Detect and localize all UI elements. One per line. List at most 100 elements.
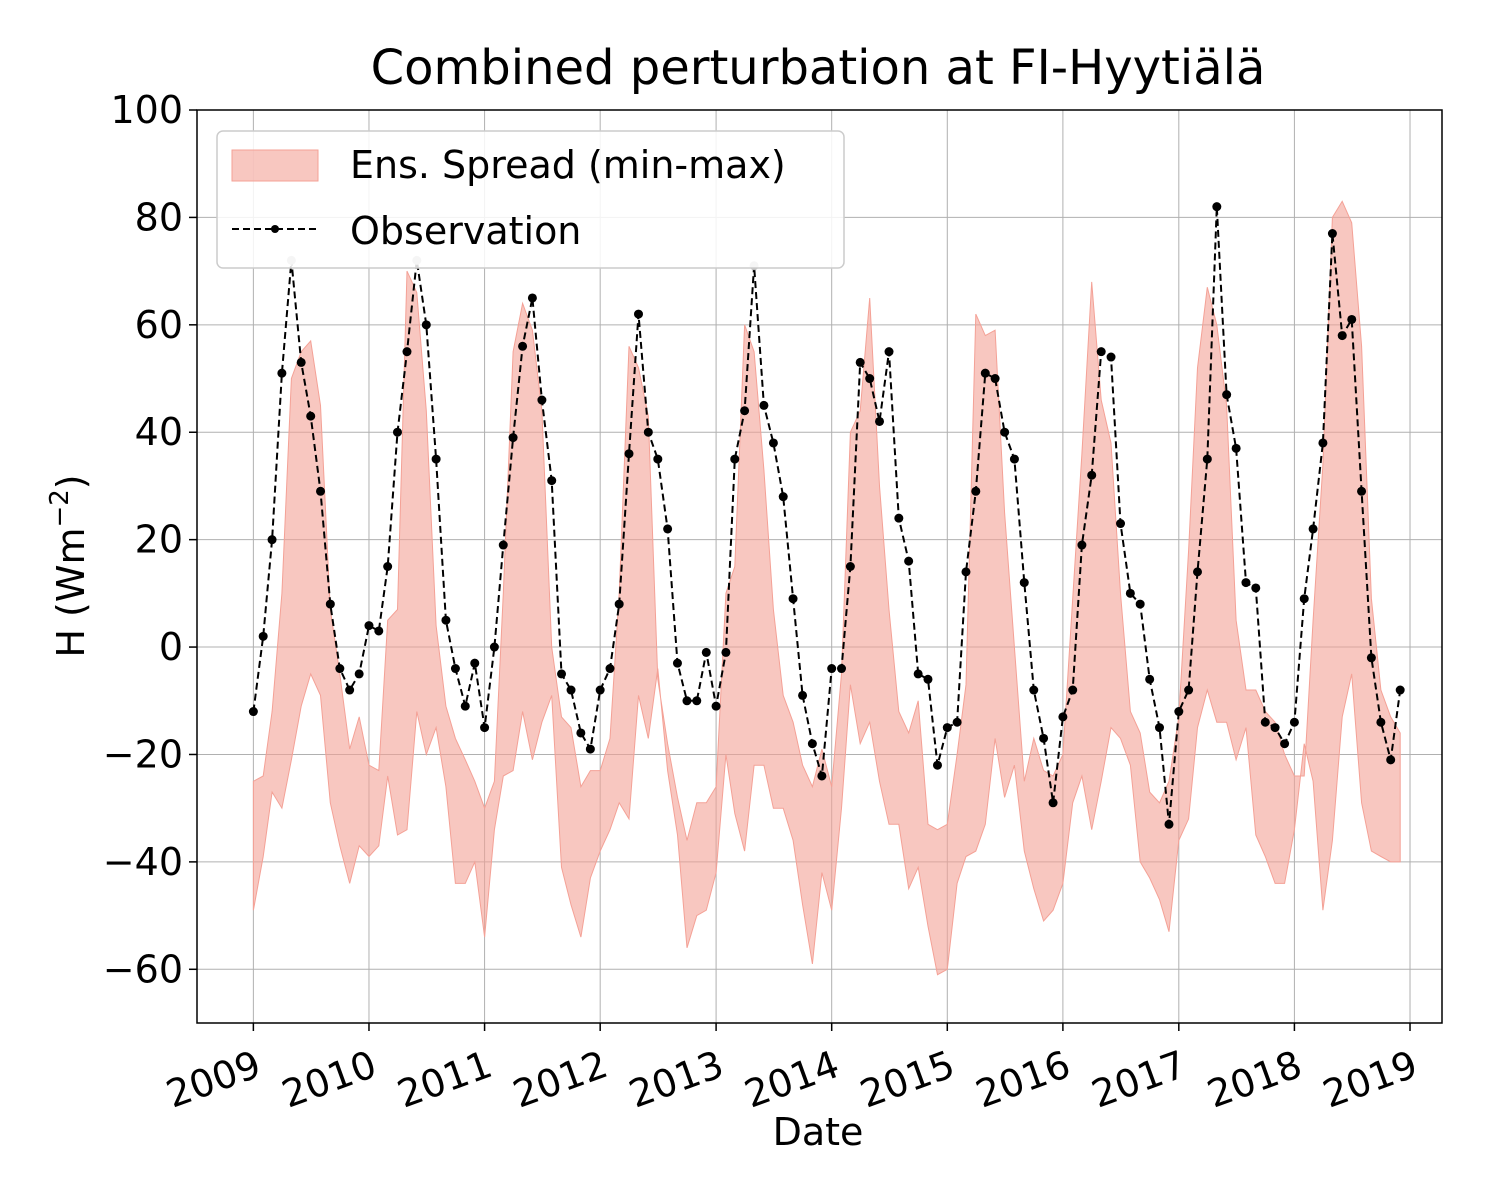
observation-point (557, 669, 567, 679)
observation-point (566, 685, 576, 695)
observation-point (1280, 739, 1290, 749)
y-tick-label: 80 (135, 195, 183, 239)
observation-point (730, 454, 740, 464)
observation-point (1135, 599, 1145, 609)
observation-point (1154, 723, 1164, 733)
observation-point (837, 664, 847, 674)
observation-point (740, 406, 750, 416)
observation-point (1337, 331, 1347, 341)
y-axis-label-exponent: −2 (45, 489, 75, 527)
observation-point (537, 395, 547, 405)
observation-point (1192, 567, 1202, 577)
spread-layer (252, 200, 1401, 976)
observation-point (1048, 798, 1058, 808)
observation-point (508, 433, 518, 443)
observation-point (1174, 707, 1184, 717)
observation-point (1096, 347, 1106, 357)
observation-point (374, 626, 384, 636)
observation-point (605, 664, 615, 674)
x-tick-label: 2017 (1086, 1042, 1192, 1116)
y-tick-label: 0 (159, 625, 183, 669)
y-tick-label: 60 (135, 303, 183, 347)
y-tick-label: 40 (135, 410, 183, 454)
observation-point (1260, 717, 1270, 727)
observation-point (711, 701, 721, 711)
observation-point (1347, 314, 1357, 324)
observation-point (990, 374, 1000, 384)
x-tick-label: 2019 (1317, 1042, 1423, 1116)
observation-point (971, 486, 981, 496)
x-tick-label: 2011 (392, 1042, 498, 1116)
x-tick-label: 2018 (1202, 1042, 1308, 1116)
observation-point (980, 368, 990, 378)
x-tick-label: 2009 (161, 1042, 267, 1116)
observation-point (585, 744, 595, 754)
observation-point (1202, 454, 1212, 464)
observation-point (1299, 594, 1309, 604)
observation-point (306, 411, 316, 421)
observation-point (316, 486, 326, 496)
observation-point (1318, 438, 1328, 448)
observation-point (932, 760, 942, 770)
observation-point (701, 647, 711, 657)
observation-point (1289, 717, 1299, 727)
observation-point (296, 357, 306, 367)
legend-observation-marker (271, 225, 279, 233)
observation-point (1009, 454, 1019, 464)
y-axis-label-close: ) (49, 474, 93, 489)
observation-point (421, 320, 431, 330)
observation-point (672, 658, 682, 668)
x-axis-label: Date (773, 1110, 864, 1154)
observation-point (498, 540, 508, 550)
observation-point (788, 594, 798, 604)
observation-point (1231, 443, 1241, 453)
observation-point (952, 717, 962, 727)
observation-point (1251, 583, 1261, 593)
y-axis-label-main: H (Wm (49, 528, 93, 658)
observation-point (431, 454, 441, 464)
x-tick-label: 2014 (739, 1042, 845, 1116)
observation-point (1376, 717, 1386, 727)
y-axis: −60 −40 −20 0 20 40 60 80 100 (103, 88, 197, 991)
observation-point (768, 438, 778, 448)
y-tick-label: 20 (135, 518, 183, 562)
observation-point (942, 723, 952, 733)
y-axis-label: H (Wm−2) (45, 474, 93, 657)
observation-point (1116, 519, 1126, 529)
x-tick-label: 2016 (970, 1042, 1076, 1116)
observation-point (1386, 755, 1396, 765)
observation-point (325, 599, 335, 609)
observation-point (1270, 723, 1280, 733)
observation-point (913, 669, 923, 679)
observation-point (845, 562, 855, 571)
observation-point (778, 492, 788, 502)
observation-point (875, 416, 885, 426)
observation-point (1019, 578, 1029, 588)
observation-point (855, 357, 865, 367)
observation-point (759, 400, 769, 410)
observation-point (277, 368, 287, 378)
observation-point (633, 309, 643, 319)
observation-point (354, 669, 364, 679)
observation-point (335, 664, 345, 674)
x-tick-label: 2013 (623, 1042, 729, 1116)
observation-point (595, 685, 605, 695)
observation-point (894, 513, 904, 523)
observation-point (1308, 524, 1318, 534)
x-tick-label: 2010 (276, 1042, 382, 1116)
observation-point (441, 615, 451, 625)
observation-point (267, 535, 277, 545)
observation-point (1327, 229, 1337, 239)
observation-point (402, 347, 412, 357)
observation-point (1241, 578, 1251, 588)
observation-point (258, 631, 268, 641)
observation-point (614, 599, 624, 609)
observation-point (1164, 819, 1174, 829)
observation-point (807, 739, 817, 749)
observation-point (383, 562, 393, 571)
observation-point (248, 707, 258, 717)
observation-point (470, 658, 480, 668)
y-tick-label: −60 (103, 947, 183, 991)
legend-spread-swatch (231, 149, 319, 182)
